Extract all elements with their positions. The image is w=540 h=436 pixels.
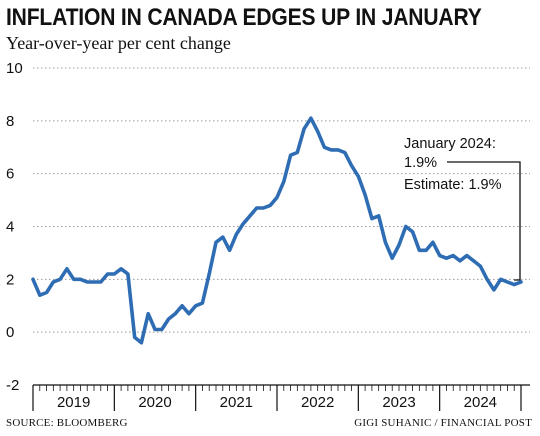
chart-subtitle: Year-over-year per cent change [6,33,231,53]
y-axis-ticks: 10 8 6 4 2 0 -2 [6,60,23,394]
x-tick-label: 2022 [301,394,334,411]
x-axis: 2019 2020 2021 2022 2023 2024 [32,384,530,411]
annotation-line-3: Estimate: 1.9% [404,177,502,193]
y-tick-label: 2 [6,271,14,288]
y-tick-label: 0 [6,324,14,341]
y-tick-label: -2 [6,377,19,394]
source-note: SOURCE: BLOOMBERG [6,417,128,429]
chart-title: INFLATION IN CANADA EDGES UP IN JANUARY [6,4,482,31]
x-tick-label: 2021 [220,394,253,411]
y-tick-label: 8 [6,113,14,130]
annotation-line-2: 1.9% [404,155,437,171]
x-tick-label: 2024 [464,394,497,411]
x-tick-label: 2020 [138,394,171,411]
y-tick-label: 4 [6,219,14,236]
annotation-leader-line [447,161,521,281]
annotation: January 2024: 1.9% Estimate: 1.9% [404,136,521,281]
x-tick-label: 2023 [382,394,415,411]
y-tick-label: 10 [6,60,23,77]
series-layer [31,116,523,345]
y-tick-label: 6 [6,166,14,183]
series-line-inflation [31,116,523,345]
credit-note: GIGI SUHANIC / FINANCIAL POST [354,417,532,429]
annotation-line-1: January 2024: [404,136,496,152]
x-tick-label: 2019 [57,394,90,411]
grid-lines [33,67,530,333]
